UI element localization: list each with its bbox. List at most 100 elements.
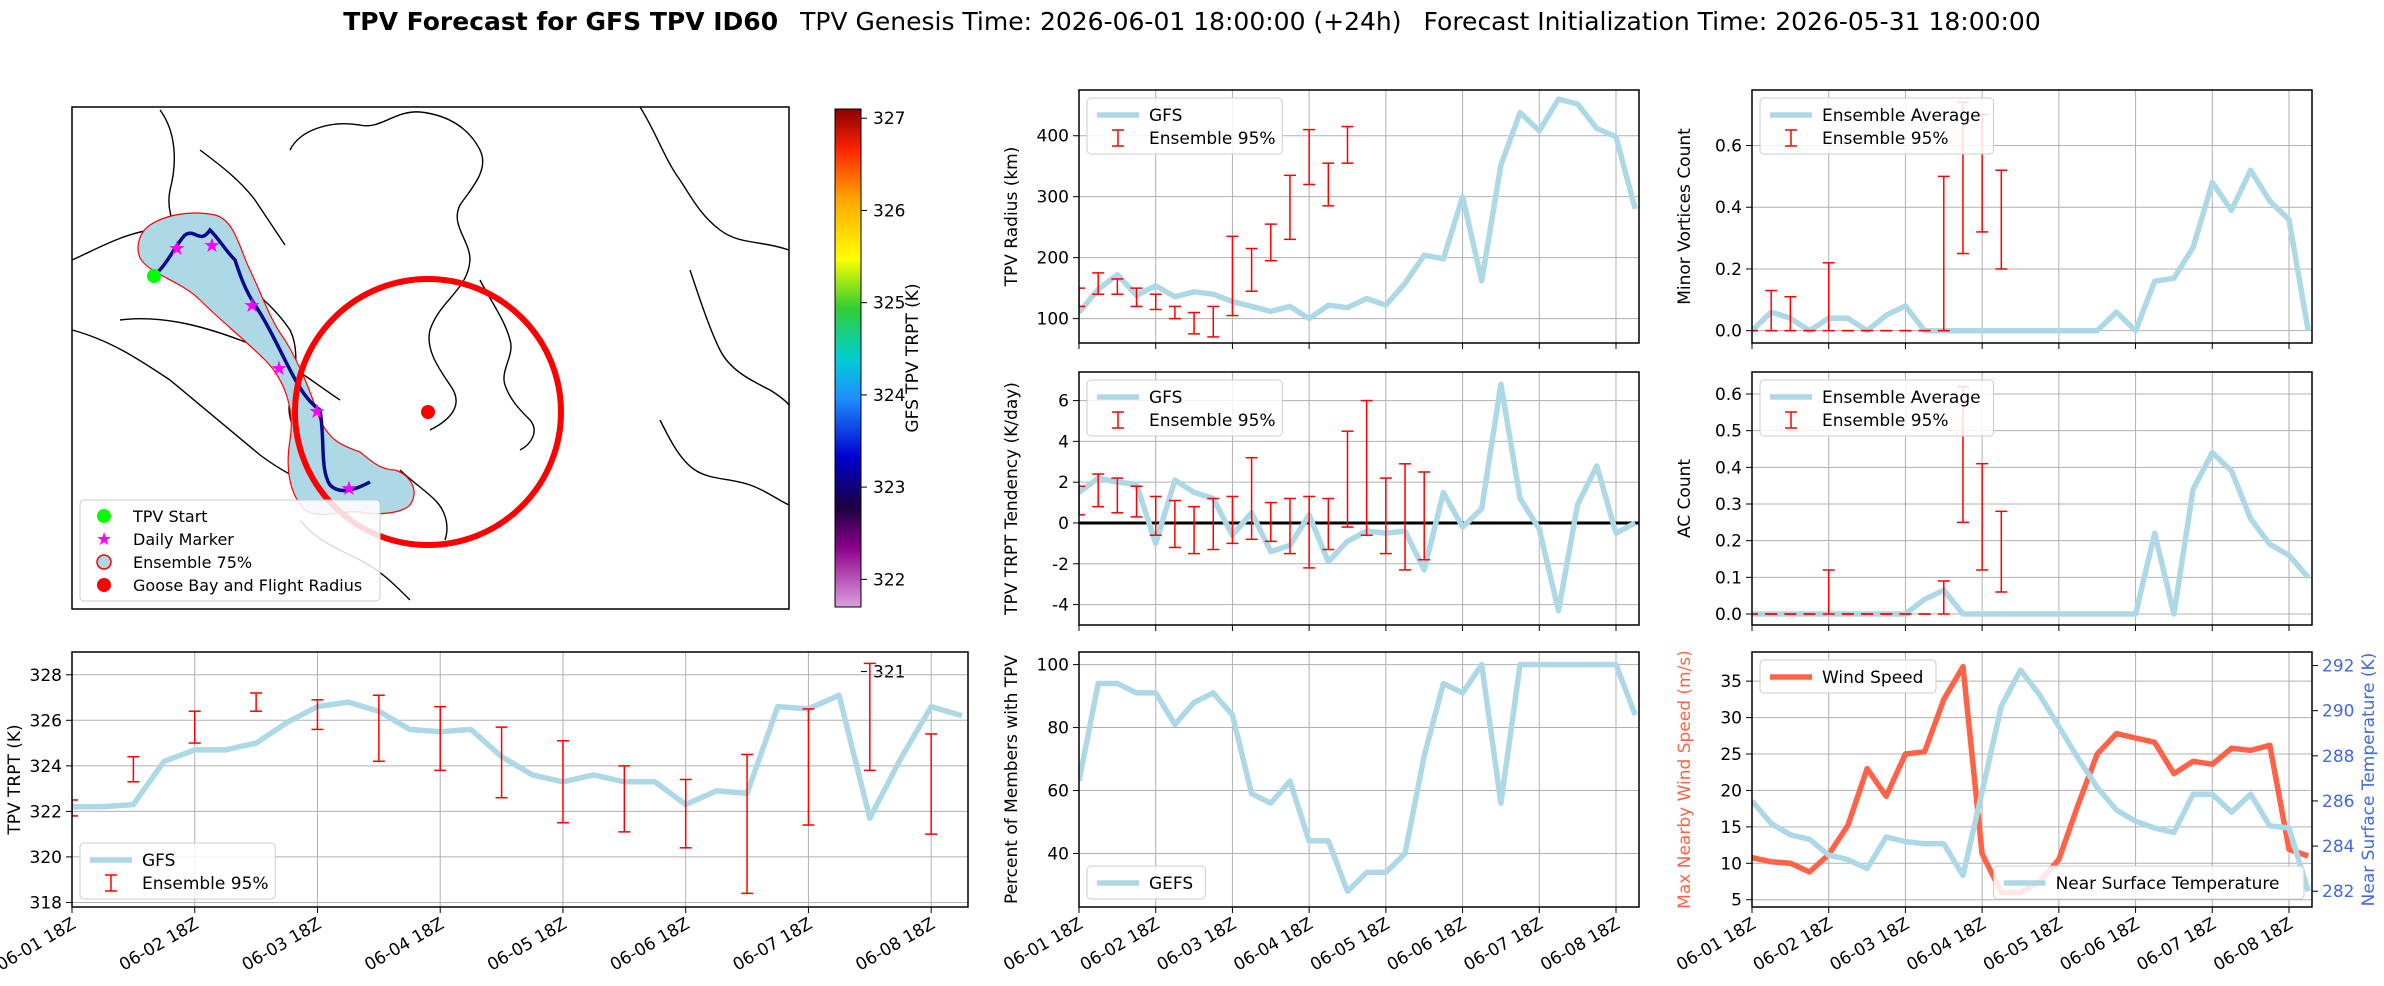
errorbar <box>1303 128 1316 186</box>
errorbar <box>1226 495 1239 545</box>
y-axis-label: TPV Radius (km) <box>1002 147 1022 288</box>
errorbar <box>1130 287 1143 308</box>
legend-goose-bay-swatch <box>97 578 111 592</box>
legend-star-icon: ★ <box>96 529 112 550</box>
y2-tick-label: 286 <box>2322 792 2354 812</box>
colorbar-tick-label: 323 <box>873 478 905 498</box>
plot-area <box>1079 661 1638 895</box>
y-tick-label: 40 <box>1047 844 1069 864</box>
x-tick-label: 06-01 18Z <box>1000 914 1086 975</box>
y-tick-label: 318 <box>30 893 62 913</box>
legend-ensemble-swatch <box>96 554 112 570</box>
legend-label: GFS <box>1149 106 1182 126</box>
chart-minor: 0.0 0.2 0.4 0.6 Minor Vortices Count Ensemble… <box>1675 89 2313 349</box>
legend-goose-bay: Goose Bay and Flight Radius <box>133 576 362 595</box>
daily-marker: ★ <box>243 293 261 317</box>
y-tick-label: 300 <box>1037 188 1069 208</box>
legend-label: Wind Speed <box>1822 668 1923 688</box>
errorbar <box>1168 305 1181 320</box>
y-tick-label: 326 <box>30 711 62 731</box>
errorbar <box>1822 262 1835 332</box>
y-tick-label: 328 <box>30 666 62 686</box>
legend-label: GEFS <box>1149 874 1193 894</box>
colorbar-tick-label: 324 <box>873 386 905 406</box>
map-panel: ★ ★ ★ ★ ★ ★ TPV Start ★ Daily Marker Ens… <box>71 106 790 610</box>
errorbar <box>188 710 201 744</box>
daily-markers: ★ ★ ★ ★ ★ ★ <box>168 233 358 500</box>
x-tick-label: 06-01 18Z <box>1673 914 1759 975</box>
errorbar <box>1264 223 1277 262</box>
y-axis-label: Max Nearby Wind Speed (m/s) <box>1675 650 1695 909</box>
errorbar <box>1207 305 1220 338</box>
y-tick-label: 400 <box>1037 127 1069 147</box>
errorbar <box>1079 287 1085 308</box>
y2-tick-label: 290 <box>2322 702 2354 722</box>
y-tick-label: 2 <box>1058 473 1069 493</box>
plot-area <box>1752 385 2311 617</box>
y-axis-label: TPV TRPT Tendency (K/day) <box>1002 382 1022 616</box>
series-line-gfs <box>1079 96 1638 322</box>
errorbar <box>1995 169 2008 270</box>
errorbar <box>1111 477 1124 514</box>
errorbar <box>1341 125 1354 164</box>
errorbar <box>434 705 447 772</box>
errorbar <box>1283 497 1296 555</box>
errorbar <box>1784 295 1797 332</box>
plot-area <box>1079 96 1638 338</box>
y-axis-label: Percent of Members with TPV <box>1002 655 1022 904</box>
y-axis-label: AC Count <box>1675 459 1695 538</box>
y-tick-label: 100 <box>1037 310 1069 330</box>
y-tick-label: 25 <box>1720 745 1742 765</box>
y2-tick-label: 282 <box>2322 882 2354 902</box>
y-tick-label: 0.0 <box>1715 322 1742 342</box>
errorbar <box>1245 456 1258 541</box>
series-line-gfs <box>72 692 963 821</box>
goose-bay-point <box>421 405 435 419</box>
flight-radius-circle <box>292 276 564 548</box>
colorbar-tick-label: 325 <box>873 294 905 314</box>
colorbar-bar <box>834 108 862 608</box>
y-tick-label: 324 <box>30 757 62 777</box>
x-tick-label: 06-04 18Z <box>1903 914 1989 975</box>
errorbar <box>1995 510 2008 593</box>
legend-label: Ensemble Average <box>1822 106 1981 126</box>
errorbar <box>863 662 876 772</box>
legend-label: Ensemble 95% <box>142 874 269 894</box>
y-tick-label: 4 <box>1058 432 1069 452</box>
x-tick-label: 06-06 18Z <box>2057 914 2143 975</box>
legend: Wind Speed <box>1759 659 1937 694</box>
errorbar <box>1079 485 1085 516</box>
x-tick-label: 06-07 18Z <box>730 914 816 975</box>
y-tick-label: 0 <box>1058 514 1069 534</box>
y-tick-label: 0.4 <box>1715 458 1742 478</box>
chart-frame <box>1751 371 2313 626</box>
y-tick-label: 5 <box>1731 891 1742 911</box>
y-tick-label: 30 <box>1720 709 1742 729</box>
y-tick-label: 0.5 <box>1715 422 1742 442</box>
x-tick-label: 06-04 18Z <box>1230 914 1316 975</box>
chart-frame <box>1751 89 2313 344</box>
tpv-track <box>149 227 371 493</box>
legend-label: GFS <box>1149 388 1182 408</box>
figure-title-bold: TPV Forecast for GFS TPV ID60 <box>343 7 778 36</box>
x-tick-label: 06-02 18Z <box>116 914 202 975</box>
colorbar: 321 322 323 324 325 326 327 GFS TPV TRPT (K) <box>834 108 923 683</box>
y-tick-label: 200 <box>1037 249 1069 269</box>
errorbar <box>1092 272 1105 295</box>
errorbar <box>1418 471 1431 561</box>
x-tick-label: 06-07 18Z <box>1460 914 1546 975</box>
errorbar <box>1188 311 1201 335</box>
y-tick-label: 322 <box>30 802 62 822</box>
plot-area <box>72 662 963 895</box>
legend-label: Ensemble 95% <box>1149 129 1276 149</box>
series-line-gfs <box>1079 381 1637 614</box>
errorbar <box>1322 162 1335 207</box>
errorbar <box>1322 497 1335 551</box>
daily-marker: ★ <box>340 476 358 500</box>
errorbar <box>1111 278 1124 295</box>
legend-box <box>79 842 276 900</box>
errorbar <box>1937 580 1950 615</box>
errorbar <box>1149 293 1162 311</box>
legend: GFS Ensemble 95% <box>1086 379 1283 437</box>
